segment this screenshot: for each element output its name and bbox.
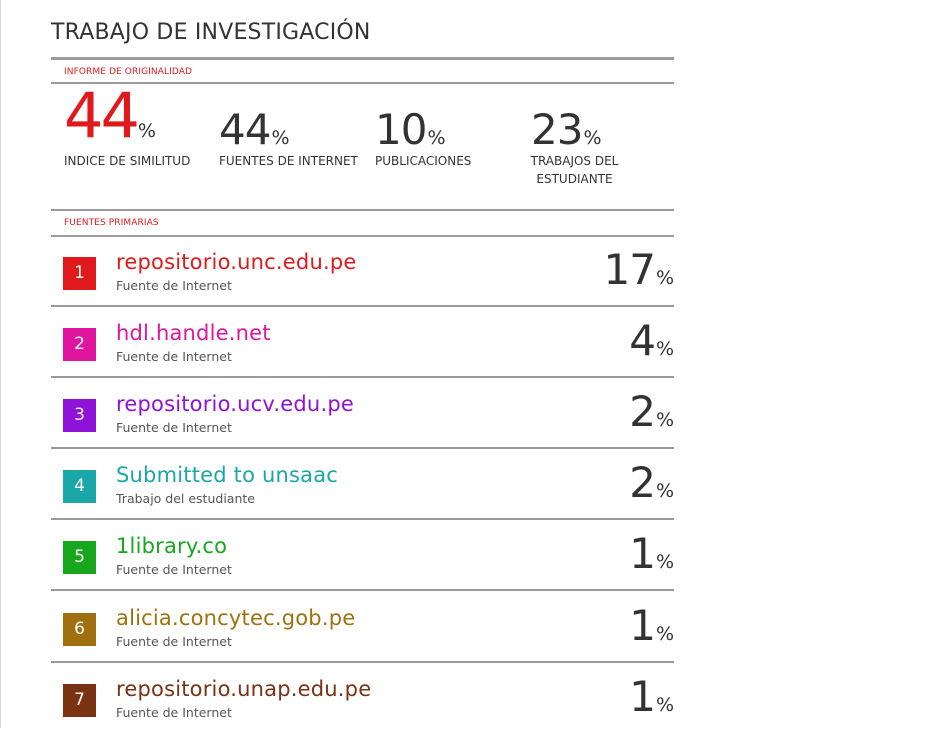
source-type: Trabajo del estudiante <box>116 491 255 506</box>
source-type: Fuente de Internet <box>116 705 232 720</box>
source-type: Fuente de Internet <box>116 562 232 577</box>
source-rank-badge: 2 <box>63 328 96 361</box>
row-divider <box>51 518 674 520</box>
source-rank-badge: 5 <box>63 541 96 574</box>
source-name[interactable]: 1library.co <box>116 534 228 558</box>
row-divider <box>51 661 674 663</box>
row-divider <box>51 447 674 449</box>
source-rank-badge: 3 <box>63 399 96 432</box>
source-name[interactable]: repositorio.ucv.edu.pe <box>116 392 354 416</box>
source-name[interactable]: repositorio.unc.edu.pe <box>116 250 357 274</box>
source-percentage: 4% <box>629 316 674 366</box>
source-row[interactable]: 3 repositorio.ucv.edu.pe Fuente de Inter… <box>51 379 674 449</box>
student-papers-stat: 23% TRABAJOS DEL ESTUDIANTE <box>531 105 619 187</box>
publications-unit: % <box>427 127 446 149</box>
source-percentage: 1% <box>629 672 674 722</box>
internet-sources-unit: % <box>271 127 290 149</box>
source-percentage-unit: % <box>655 694 674 716</box>
originality-divider <box>51 82 674 84</box>
source-row[interactable]: 5 1library.co Fuente de Internet 1% <box>51 521 674 591</box>
source-rank-badge: 4 <box>63 470 96 503</box>
source-percentage-value: 1 <box>629 672 656 721</box>
stats-divider <box>51 209 674 211</box>
source-row[interactable]: 1 repositorio.unc.edu.pe Fuente de Inter… <box>51 237 674 307</box>
primary-sources-divider <box>51 235 674 237</box>
source-name[interactable]: Submitted to unsaac <box>116 463 339 487</box>
source-name[interactable]: alicia.concytec.gob.pe <box>116 606 356 630</box>
student-papers-label: TRABAJOS DEL ESTUDIANTE <box>530 154 619 186</box>
source-percentage-unit: % <box>655 409 674 431</box>
student-papers-unit: % <box>583 127 602 149</box>
row-divider <box>51 589 674 591</box>
source-percentage-value: 1 <box>629 529 656 578</box>
source-percentage-value: 1 <box>629 601 656 650</box>
source-type: Fuente de Internet <box>116 278 232 293</box>
publications-label: PUBLICACIONES <box>375 154 472 168</box>
source-percentage-value: 2 <box>629 387 656 436</box>
source-percentage: 2% <box>629 387 674 437</box>
source-percentage: 2% <box>629 458 674 508</box>
similarity-index-label: INDICE DE SIMILITUD <box>64 154 191 168</box>
similarity-index-unit: % <box>137 120 156 142</box>
source-name[interactable]: hdl.handle.net <box>116 321 271 345</box>
source-percentage: 1% <box>629 601 674 651</box>
publications-value: 10 <box>375 105 427 154</box>
source-percentage: 17% <box>603 245 674 295</box>
title-divider <box>51 57 674 60</box>
source-row[interactable]: 7 repositorio.unap.edu.pe Fuente de Inte… <box>51 664 674 734</box>
primary-sources-label: FUENTES PRIMARIAS <box>64 218 159 228</box>
source-percentage-value: 2 <box>629 458 656 507</box>
source-percentage-value: 17 <box>603 245 655 294</box>
source-type: Fuente de Internet <box>116 420 232 435</box>
internet-sources-value: 44 <box>219 105 271 154</box>
report-title: TRABAJO DE INVESTIGACIÓN <box>51 20 371 45</box>
row-divider <box>51 376 674 378</box>
source-row[interactable]: 6 alicia.concytec.gob.pe Fuente de Inter… <box>51 593 674 663</box>
source-rank-badge: 6 <box>63 613 96 646</box>
similarity-index-value: 44 <box>64 79 140 152</box>
student-papers-value: 23 <box>531 105 583 154</box>
similarity-index-stat: 44% INDICE DE SIMILITUD <box>64 85 190 169</box>
publications-stat: 10% PUBLICACIONES <box>375 105 471 169</box>
page-left-border <box>0 0 1 728</box>
source-row[interactable]: 2 hdl.handle.net Fuente de Internet 4% <box>51 308 674 378</box>
source-percentage: 1% <box>629 529 674 579</box>
source-type: Fuente de Internet <box>116 634 232 649</box>
source-type: Fuente de Internet <box>116 349 232 364</box>
originality-section-label: INFORME DE ORIGINALIDAD <box>64 67 193 77</box>
source-rank-badge: 7 <box>63 684 96 717</box>
source-rank-badge: 1 <box>63 257 96 290</box>
internet-sources-label: FUENTES DE INTERNET <box>219 154 358 168</box>
source-percentage-unit: % <box>655 338 674 360</box>
internet-sources-stat: 44% FUENTES DE INTERNET <box>219 105 358 169</box>
source-row[interactable]: 4 Submitted to unsaac Trabajo del estudi… <box>51 450 674 520</box>
source-percentage-unit: % <box>655 480 674 502</box>
source-name[interactable]: repositorio.unap.edu.pe <box>116 677 372 701</box>
source-percentage-unit: % <box>655 623 674 645</box>
row-divider <box>51 305 674 307</box>
source-percentage-unit: % <box>655 551 674 573</box>
source-percentage-unit: % <box>655 267 674 289</box>
source-percentage-value: 4 <box>629 316 656 365</box>
